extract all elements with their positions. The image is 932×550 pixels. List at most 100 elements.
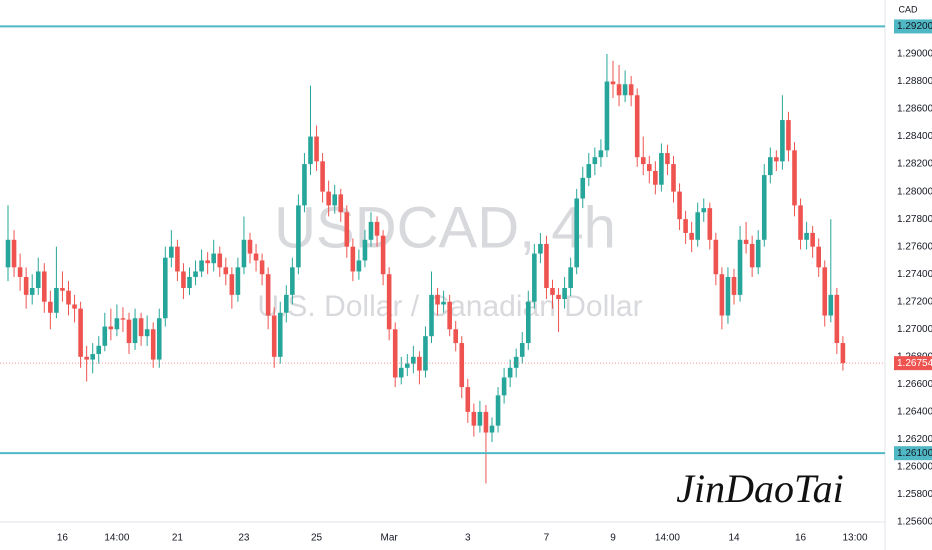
candle-body [774, 157, 779, 162]
candle-body [66, 290, 71, 305]
candle-body [465, 387, 471, 412]
candle-body [780, 120, 785, 162]
x-tick-label: 7 [544, 533, 550, 544]
candle-body [253, 253, 259, 261]
y-tick-label: 1.28000 [897, 186, 932, 197]
candle-body [483, 411, 489, 433]
candle-body [634, 95, 640, 158]
candle-body [96, 345, 102, 355]
candle-body [459, 343, 465, 388]
candle-body [810, 232, 815, 247]
y-tick-label: 1.27800 [897, 214, 932, 225]
candle-body [35, 271, 41, 288]
x-tick-label: 23 [238, 533, 250, 544]
candle-body [495, 395, 501, 426]
y-tick-label: 1.25800 [897, 489, 932, 500]
candle-body [90, 354, 95, 360]
candle-body [798, 205, 803, 240]
candle-body [768, 157, 773, 176]
candle-body [749, 243, 755, 268]
candle-body [398, 367, 404, 378]
y-tick-label: 1.29000 [897, 49, 932, 60]
candle-body [356, 260, 362, 272]
candle-body [344, 212, 350, 247]
candle-body [211, 253, 216, 264]
candle-body [380, 235, 386, 275]
candle-body [120, 318, 126, 320]
candle-body [447, 301, 452, 330]
candle-body [417, 356, 422, 371]
candle-body [526, 301, 531, 344]
y-tick-label: 1.28200 [897, 159, 932, 170]
candle-body [568, 267, 573, 288]
candle-body [501, 377, 507, 396]
x-tick-label: 14:00 [104, 533, 129, 544]
candle-body [792, 150, 797, 206]
y-tick-label: 1.26200 [897, 434, 932, 445]
x-tick-label: 13:00 [842, 533, 867, 544]
currency-label: CAD [898, 4, 918, 14]
candle-body [610, 81, 616, 85]
candle-body [513, 356, 519, 368]
candle-body [132, 318, 138, 344]
x-tick-label: Mar [381, 533, 399, 544]
candle-body [156, 318, 162, 360]
x-tick-label: 16 [795, 533, 807, 544]
y-tick-label: 1.27400 [897, 269, 932, 280]
candle-body [580, 177, 586, 199]
candle-body [78, 308, 83, 357]
candle-body [314, 136, 319, 162]
y-tick-label: 1.27600 [897, 241, 932, 252]
candle-body [320, 161, 325, 192]
candle-body [598, 150, 604, 158]
last-price-label: 1.26754 [897, 358, 932, 369]
candle-body [48, 301, 53, 313]
candle-body [604, 81, 610, 151]
candle-body [489, 425, 495, 433]
candle-body [217, 253, 223, 268]
candle-body [441, 301, 446, 305]
candle-body [707, 208, 713, 240]
candle-body [326, 191, 331, 206]
candle-body [804, 232, 809, 240]
candle-body [622, 84, 628, 96]
candle-body [477, 411, 483, 426]
signature: JinDaoTai [676, 466, 843, 511]
candle-body [429, 294, 434, 337]
candle-body [392, 329, 398, 378]
candle-body [84, 356, 89, 360]
candle-body [11, 239, 17, 268]
candle-body [840, 343, 846, 364]
candle-body [471, 411, 477, 426]
candle-body [144, 329, 150, 337]
price-tag [894, 446, 932, 461]
candle-body [562, 287, 567, 299]
candle-body [616, 84, 622, 96]
x-tick-label: 3 [465, 533, 471, 544]
x-tick-label: 14:00 [655, 533, 680, 544]
candle-body [544, 243, 549, 288]
candle-body [731, 276, 737, 295]
candle-body [259, 260, 265, 275]
y-tick-label: 1.27000 [897, 324, 932, 335]
candle-body [277, 312, 283, 357]
candle-body [453, 329, 458, 344]
candle-body [187, 276, 192, 288]
candle-body [695, 212, 700, 240]
candle-body [138, 318, 144, 337]
candle-body [647, 164, 652, 171]
candle-body [17, 267, 23, 277]
candle-body [362, 239, 368, 261]
candle-body [169, 246, 174, 258]
candle-body [411, 356, 416, 364]
candle-body [550, 287, 555, 295]
candle-body [586, 164, 592, 178]
candle-body [72, 304, 77, 309]
candle-body [229, 274, 235, 295]
candle-body [108, 326, 114, 330]
candle-body [199, 260, 204, 272]
x-tick-label: 14 [728, 533, 740, 544]
candle-body [761, 175, 767, 240]
candle-body [271, 315, 277, 357]
candle-body [175, 246, 180, 272]
